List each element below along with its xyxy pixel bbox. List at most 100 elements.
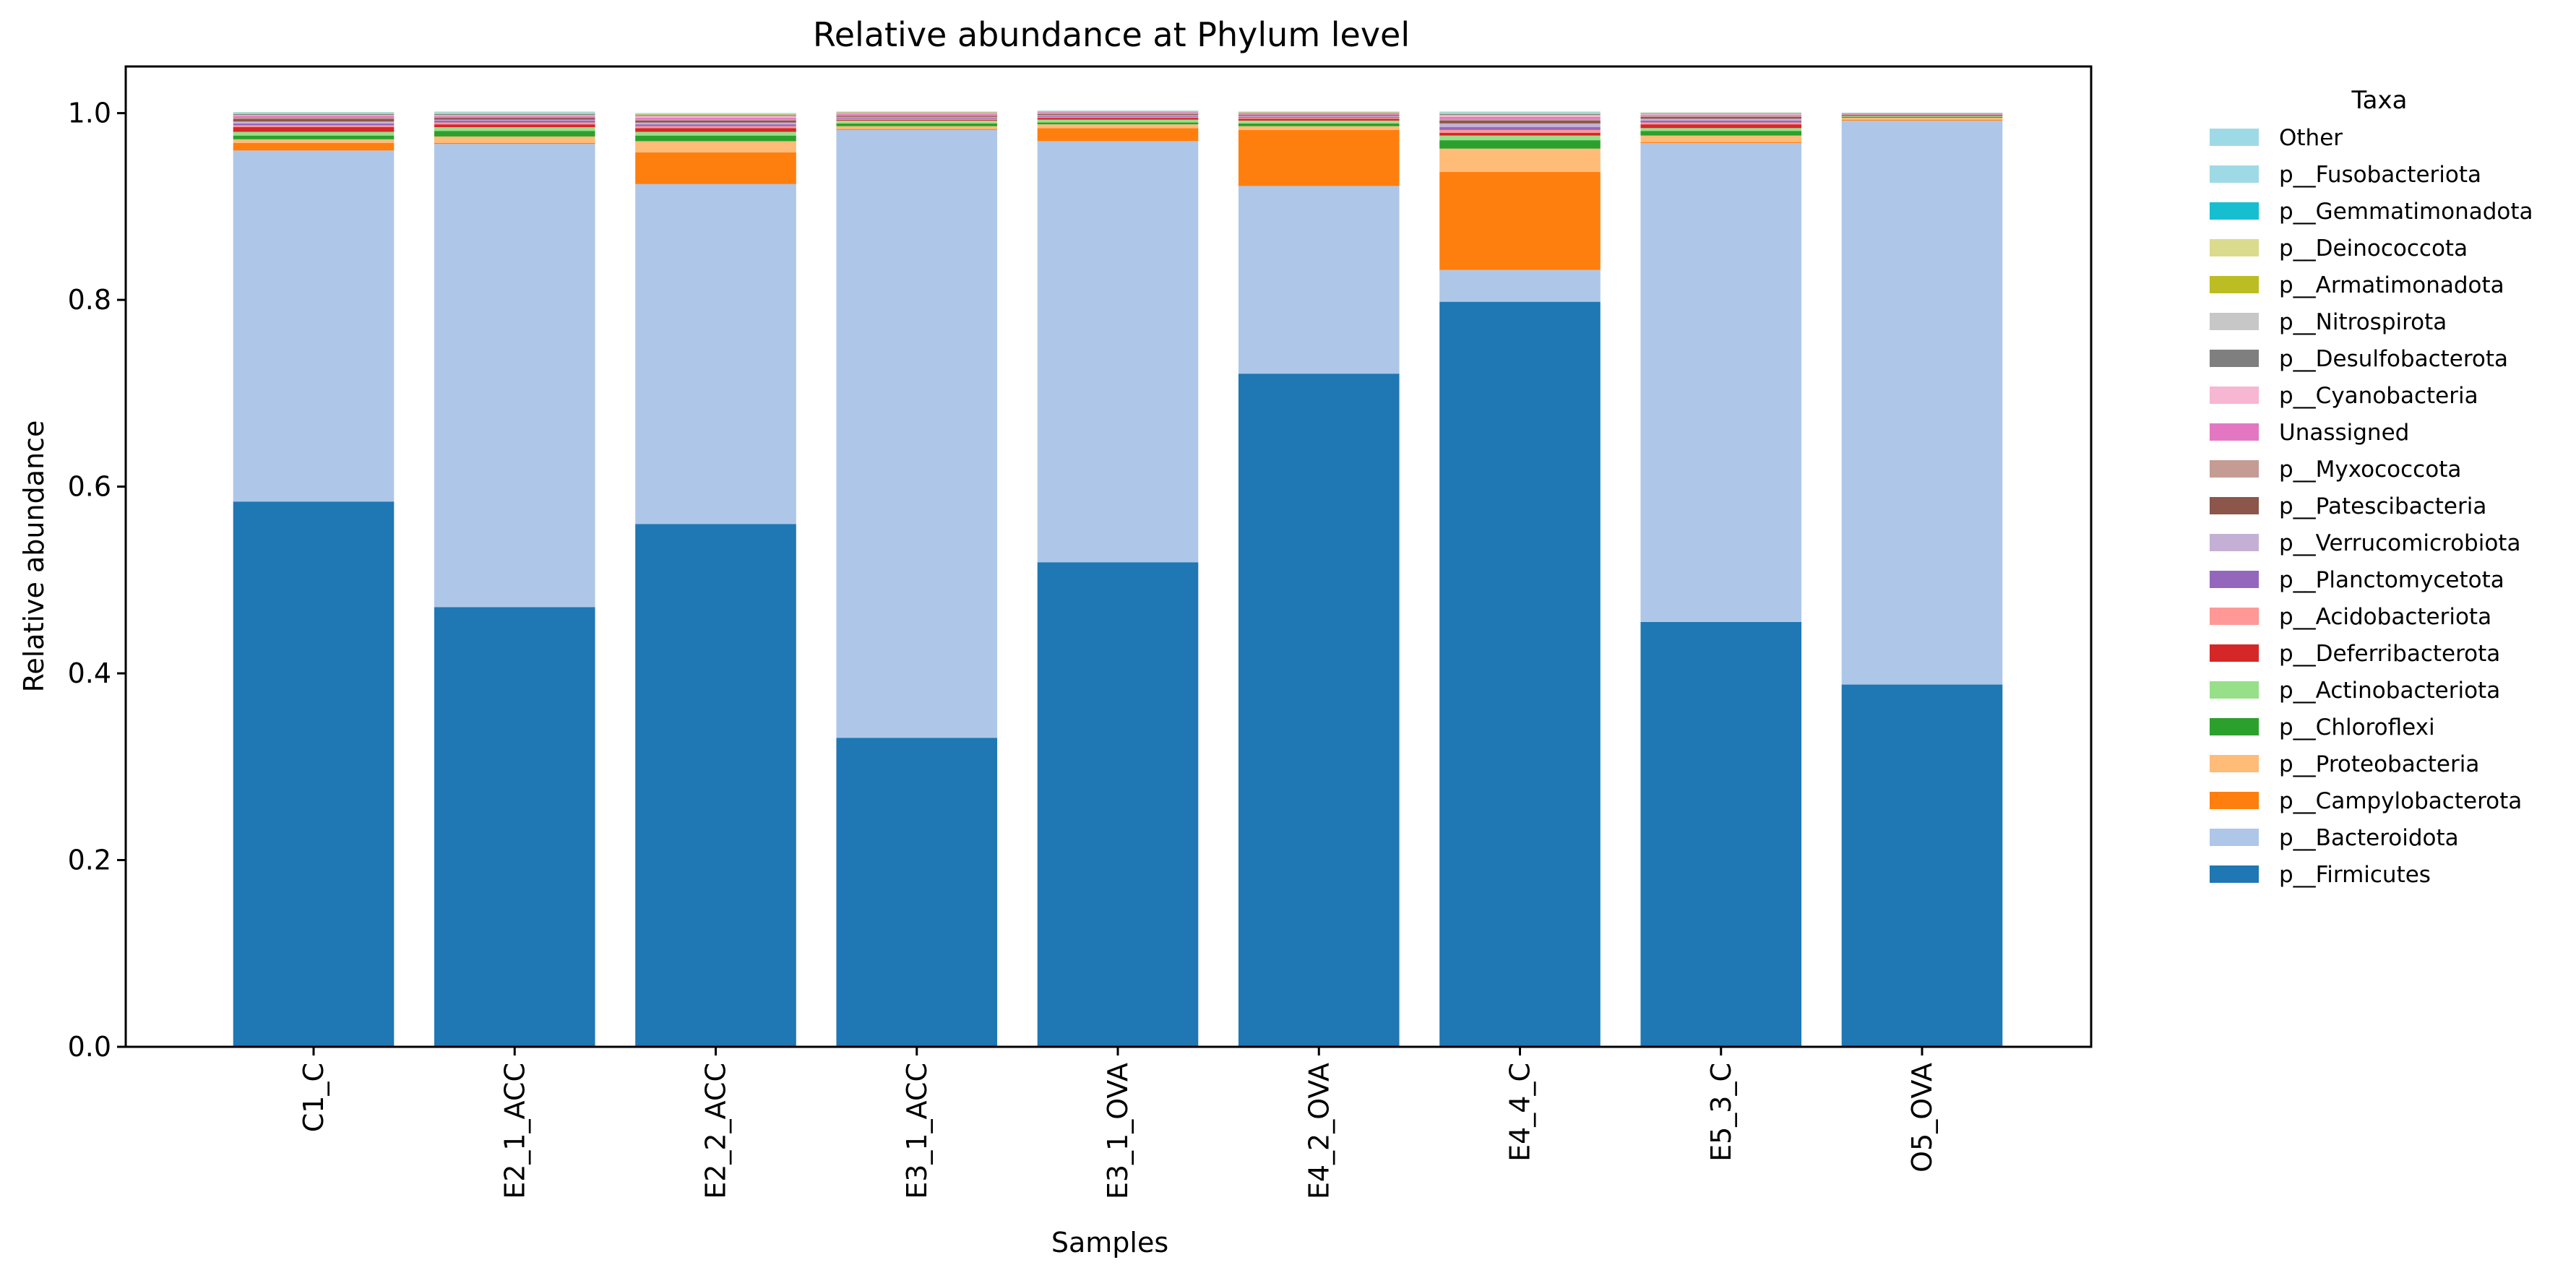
legend-label: p__Deinococcota: [2279, 236, 2468, 262]
legend-label: p__Desulfobacterota: [2279, 346, 2508, 372]
bar-segment: [635, 116, 796, 118]
bar-stack-E3_1_OVA: [1037, 111, 1199, 1047]
legend-swatch: [2210, 165, 2259, 183]
bar-segment: [434, 124, 595, 128]
legend-swatch: [2210, 387, 2259, 404]
bar-segment: [233, 121, 395, 124]
bar-segment: [1439, 113, 1601, 114]
bar-segment: [836, 113, 998, 114]
bar-segment: [1841, 119, 2003, 121]
bar-segment: [635, 114, 796, 116]
bar-segment: [1439, 148, 1601, 173]
legend-label: p__Bacteroidota: [2279, 825, 2459, 851]
x-tick-label: E4_2_OVA: [1303, 1063, 1335, 1199]
bar-segment: [1841, 116, 2003, 118]
legend-swatch: [2210, 497, 2259, 514]
bar-segment: [1439, 120, 1601, 124]
bar-segment: [1037, 112, 1199, 113]
bar-segment: [1640, 621, 1802, 1047]
legend-label: p__Planctomycetota: [2279, 567, 2504, 593]
legend-swatch: [2210, 350, 2259, 367]
bar-segment: [1640, 120, 1802, 123]
y-axis-label: Relative abundance: [18, 420, 50, 693]
bar-segment: [635, 135, 796, 142]
bar-segment: [1640, 135, 1802, 142]
legend-swatch: [2210, 681, 2259, 699]
bar-segment: [836, 129, 998, 130]
bar-segment: [1238, 118, 1400, 121]
bar-segment: [233, 113, 395, 114]
bar-stack-C1_C: [233, 112, 395, 1047]
y-tick-label: 0.6: [68, 471, 111, 503]
bar-segment: [1640, 116, 1802, 119]
y-axis: 0.0 0.2 0.4 0.6 0.8 1.0: [68, 98, 126, 1063]
y-tick-label: 0.4: [68, 657, 111, 689]
legend-swatch: [2210, 423, 2259, 441]
bar-segment: [1640, 124, 1802, 129]
bar-segment: [233, 142, 395, 151]
bar-stack-E3_1_ACC: [836, 111, 998, 1047]
bar-segment: [1439, 140, 1601, 149]
bar-segment: [635, 152, 796, 184]
bar-segment: [836, 123, 998, 126]
legend-swatch: [2210, 276, 2259, 293]
legend-swatch: [2210, 865, 2259, 883]
legend-swatch: [2210, 239, 2259, 256]
bar-segment: [1439, 113, 1601, 116]
bar-segment: [1841, 120, 2003, 685]
bar-segment: [1439, 118, 1601, 121]
bar-segment: [1037, 128, 1199, 142]
bar-segment: [1238, 115, 1400, 116]
bar-segment: [635, 113, 796, 115]
bar-segment: [1439, 135, 1601, 141]
x-tick-label: E2_2_ACC: [700, 1063, 732, 1199]
bar-segment: [434, 115, 595, 116]
bars-group: [233, 111, 2003, 1048]
bar-segment: [1640, 116, 1802, 117]
legend-label: p__Armatimonadota: [2279, 272, 2504, 298]
bar-segment: [635, 128, 796, 132]
x-axis: C1_C E2_1_ACC E2_2_ACC E3_1_ACC E3_1_OVA E4_2…: [298, 1047, 1938, 1199]
bar-stack-E5_3_C: [1640, 112, 1802, 1047]
bar-segment: [233, 118, 395, 122]
bar-segment: [1841, 116, 2003, 117]
bar-segment: [233, 125, 395, 127]
bar-segment: [635, 524, 796, 1047]
bar-segment: [635, 118, 796, 120]
y-tick-label: 0.0: [68, 1031, 111, 1063]
bar-segment: [1439, 116, 1601, 119]
bar-segment: [1037, 116, 1199, 117]
legend-label: p__Campylobacterota: [2279, 788, 2522, 814]
bar-segment: [836, 115, 998, 116]
bar-segment: [233, 501, 395, 1047]
bar-segment: [1439, 115, 1601, 117]
bar-segment: [1238, 114, 1400, 116]
bar-segment: [1841, 684, 2003, 1047]
bar-segment: [233, 123, 395, 126]
bar-segment: [1640, 142, 1802, 622]
bar-segment: [434, 116, 595, 117]
bar-segment: [1037, 116, 1199, 118]
bar-segment: [836, 738, 998, 1047]
bar-segment: [635, 115, 796, 116]
bar-segment: [1238, 113, 1400, 115]
bar-segment: [1037, 113, 1199, 114]
legend-swatch: [2210, 129, 2259, 146]
bar-segment: [1439, 111, 1601, 113]
legend-label: p__Nitrospirota: [2279, 309, 2447, 335]
legend-swatch: [2210, 460, 2259, 478]
bar-segment: [1037, 118, 1199, 120]
bar-segment: [1037, 122, 1199, 125]
bar-segment: [233, 112, 395, 113]
bar-segment: [635, 119, 796, 121]
bar-segment: [434, 120, 595, 123]
legend-label: p__Fusobacteriota: [2279, 162, 2481, 188]
bar-stack-E4_2_OVA: [1238, 111, 1400, 1047]
bar-segment: [836, 113, 998, 116]
bar-segment: [1238, 126, 1400, 130]
legend-swatch: [2210, 608, 2259, 625]
legend-swatch: [2210, 313, 2259, 330]
bar-segment: [434, 116, 595, 118]
